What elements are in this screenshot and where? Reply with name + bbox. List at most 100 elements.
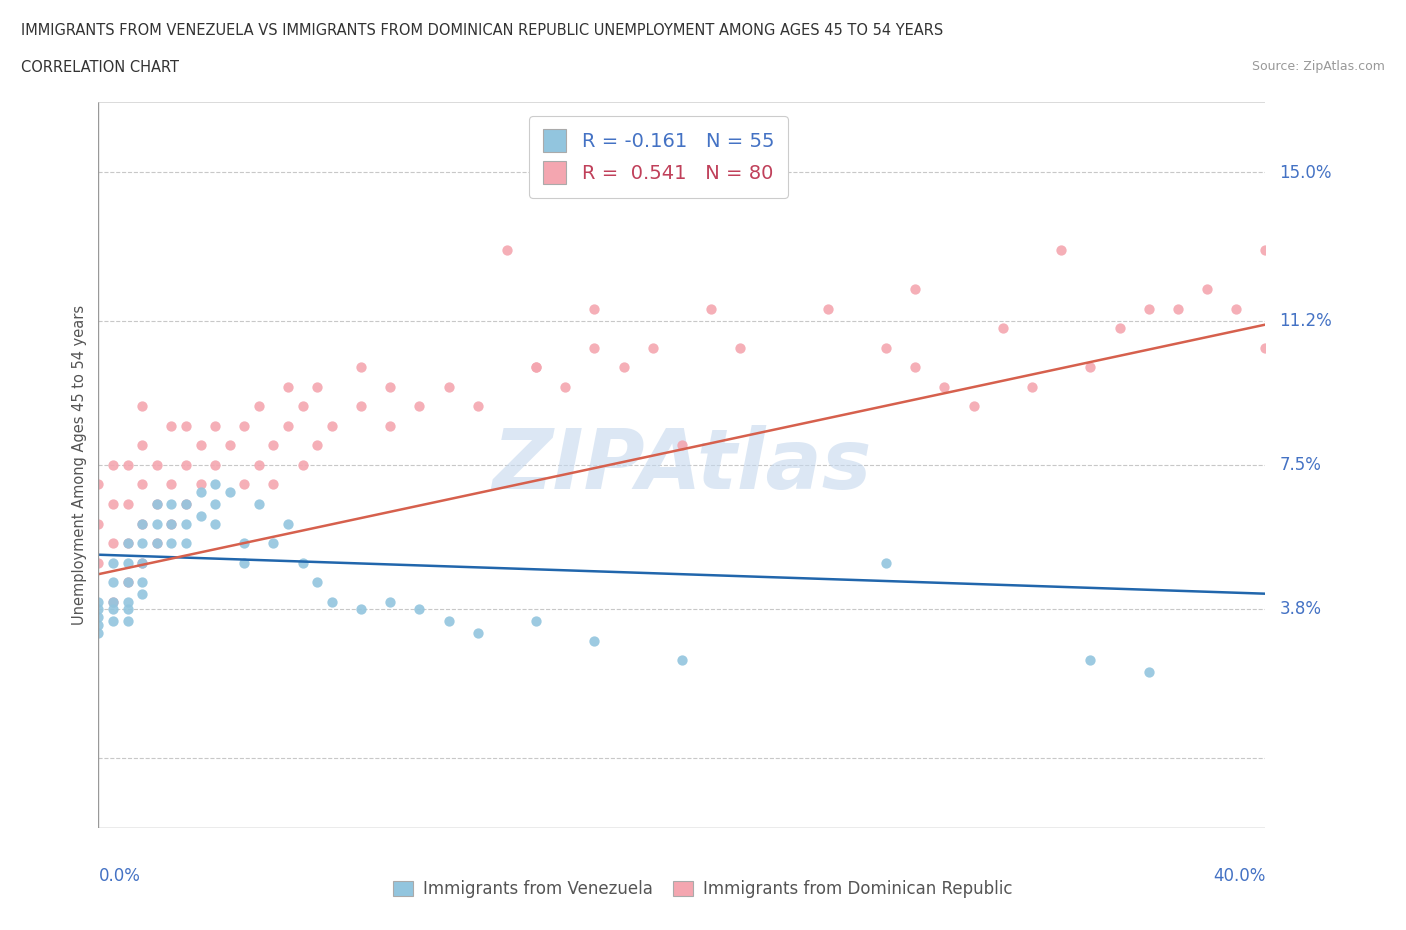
Point bbox=[262, 536, 284, 551]
Point bbox=[583, 340, 606, 355]
Point bbox=[524, 360, 547, 375]
Point bbox=[991, 321, 1014, 336]
Point bbox=[174, 458, 197, 472]
Point bbox=[146, 536, 169, 551]
Point bbox=[380, 418, 402, 433]
Point bbox=[117, 458, 139, 472]
Point bbox=[817, 301, 839, 316]
Point bbox=[277, 516, 299, 531]
Point bbox=[146, 536, 169, 551]
Point bbox=[583, 633, 606, 648]
Point bbox=[218, 438, 240, 453]
Point bbox=[117, 536, 139, 551]
Text: 15.0%: 15.0% bbox=[1279, 164, 1331, 181]
Point bbox=[247, 399, 270, 414]
Point bbox=[117, 594, 139, 609]
Point bbox=[87, 610, 110, 625]
Point bbox=[1195, 282, 1218, 297]
Point bbox=[101, 458, 124, 472]
Y-axis label: Unemployment Among Ages 45 to 54 years: Unemployment Among Ages 45 to 54 years bbox=[72, 305, 87, 625]
Point bbox=[174, 497, 197, 512]
Point bbox=[612, 360, 634, 375]
Point bbox=[524, 360, 547, 375]
Point bbox=[101, 594, 124, 609]
Point bbox=[583, 301, 606, 316]
Point bbox=[1254, 340, 1277, 355]
Point bbox=[131, 516, 153, 531]
Point bbox=[101, 497, 124, 512]
Point bbox=[307, 575, 329, 590]
Point bbox=[131, 536, 153, 551]
Point bbox=[291, 458, 314, 472]
Point bbox=[101, 536, 124, 551]
Point bbox=[321, 594, 343, 609]
Point bbox=[730, 165, 752, 179]
Point bbox=[131, 477, 153, 492]
Text: 0.0%: 0.0% bbox=[98, 867, 141, 884]
Point bbox=[1021, 379, 1043, 394]
Point bbox=[1080, 360, 1102, 375]
Point bbox=[524, 614, 547, 629]
Point bbox=[904, 360, 927, 375]
Point bbox=[190, 485, 212, 499]
Point bbox=[1050, 243, 1073, 258]
Point bbox=[131, 555, 153, 570]
Point bbox=[101, 575, 124, 590]
Point bbox=[174, 536, 197, 551]
Point bbox=[117, 497, 139, 512]
Point bbox=[131, 399, 153, 414]
Point bbox=[131, 575, 153, 590]
Point bbox=[262, 438, 284, 453]
Point bbox=[233, 555, 256, 570]
Point bbox=[204, 458, 226, 472]
Point bbox=[131, 438, 153, 453]
Point bbox=[671, 438, 693, 453]
Point bbox=[1137, 301, 1160, 316]
Point bbox=[101, 594, 124, 609]
Point bbox=[233, 477, 256, 492]
Point bbox=[87, 477, 110, 492]
Point bbox=[700, 301, 723, 316]
Point bbox=[437, 614, 460, 629]
Point bbox=[380, 594, 402, 609]
Point bbox=[87, 618, 110, 632]
Point bbox=[233, 418, 256, 433]
Point bbox=[101, 555, 124, 570]
Point bbox=[87, 625, 110, 640]
Point bbox=[262, 477, 284, 492]
Point bbox=[87, 594, 110, 609]
Text: 7.5%: 7.5% bbox=[1279, 456, 1322, 474]
Point bbox=[146, 458, 169, 472]
Point bbox=[904, 282, 927, 297]
Point bbox=[1137, 664, 1160, 679]
Point bbox=[496, 243, 519, 258]
Point bbox=[350, 602, 373, 617]
Point bbox=[875, 340, 897, 355]
Point bbox=[321, 418, 343, 433]
Point bbox=[554, 379, 576, 394]
Point bbox=[307, 379, 329, 394]
Point bbox=[875, 555, 897, 570]
Point bbox=[277, 418, 299, 433]
Point bbox=[247, 497, 270, 512]
Point bbox=[307, 438, 329, 453]
Point bbox=[174, 497, 197, 512]
Point bbox=[962, 399, 984, 414]
Point bbox=[1108, 321, 1130, 336]
Point bbox=[204, 477, 226, 492]
Point bbox=[277, 379, 299, 394]
Text: CORRELATION CHART: CORRELATION CHART bbox=[21, 60, 179, 75]
Point bbox=[117, 614, 139, 629]
Point bbox=[408, 602, 430, 617]
Point bbox=[174, 418, 197, 433]
Point bbox=[131, 555, 153, 570]
Text: IMMIGRANTS FROM VENEZUELA VS IMMIGRANTS FROM DOMINICAN REPUBLIC UNEMPLOYMENT AMO: IMMIGRANTS FROM VENEZUELA VS IMMIGRANTS … bbox=[21, 23, 943, 38]
Point bbox=[247, 458, 270, 472]
Point bbox=[160, 497, 183, 512]
Point bbox=[190, 438, 212, 453]
Point bbox=[467, 625, 489, 640]
Point bbox=[117, 555, 139, 570]
Point bbox=[934, 379, 956, 394]
Point bbox=[117, 575, 139, 590]
Point bbox=[1225, 301, 1247, 316]
